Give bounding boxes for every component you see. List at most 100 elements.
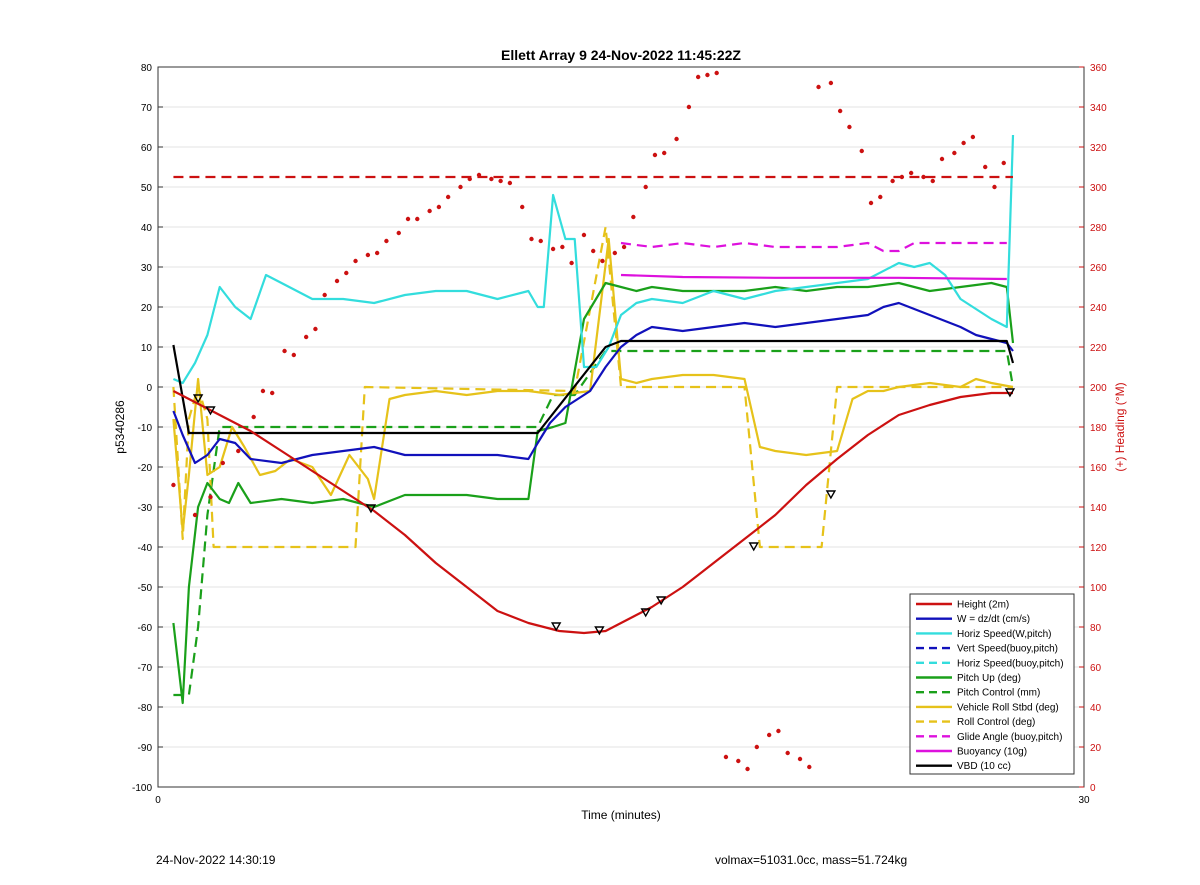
y-tick-label: -20 bbox=[138, 463, 153, 474]
heading-point bbox=[766, 732, 772, 738]
heading-point bbox=[674, 136, 679, 142]
series-line bbox=[620, 273, 1007, 281]
heading-point bbox=[705, 72, 710, 78]
legend-label: Pitch Control (mm) bbox=[957, 688, 1040, 699]
heading-point bbox=[785, 750, 790, 756]
legend-label: VBD (10 cc) bbox=[957, 761, 1011, 772]
y-tick-label: -60 bbox=[138, 623, 153, 634]
heading-point bbox=[260, 388, 266, 394]
heading-point bbox=[652, 152, 658, 158]
y2-tick-label: 40 bbox=[1090, 703, 1102, 714]
y2-tick-label: 0 bbox=[1090, 783, 1096, 794]
heading-point bbox=[282, 348, 287, 354]
y-axis-label: p5340286 bbox=[113, 400, 127, 454]
height-marker bbox=[594, 626, 605, 636]
y-tick-label: 60 bbox=[141, 143, 153, 154]
y2-tick-label: 360 bbox=[1090, 63, 1107, 74]
legend-label: Horiz Speed(buoy,pitch) bbox=[957, 658, 1064, 669]
legend-label: Horiz Speed(W,pitch) bbox=[957, 629, 1051, 640]
heading-point bbox=[384, 238, 389, 244]
heading-point bbox=[591, 248, 596, 254]
heading-point bbox=[714, 70, 719, 76]
heading-point bbox=[662, 150, 667, 156]
series-line bbox=[172, 301, 1014, 465]
heading-point bbox=[236, 448, 241, 454]
heading-point bbox=[498, 178, 503, 184]
heading-point bbox=[436, 204, 442, 210]
heading-point bbox=[723, 754, 729, 760]
heading-point bbox=[600, 258, 605, 264]
height-marker bbox=[1004, 388, 1016, 398]
legend-label: Buoyancy (10g) bbox=[957, 747, 1027, 758]
heading-point bbox=[405, 216, 411, 222]
height-marker bbox=[205, 406, 216, 416]
heading-point bbox=[992, 184, 997, 190]
y-tick-label: 30 bbox=[141, 263, 153, 274]
heading-point bbox=[334, 278, 340, 284]
y-tick-label: 20 bbox=[141, 303, 153, 314]
legend: Height (2m) W = dz/dt (cm/s) Horiz Speed(W… bbox=[909, 593, 1075, 775]
y-tick-label: -90 bbox=[138, 743, 153, 754]
y2-tick-label: 240 bbox=[1090, 303, 1107, 314]
footer-info: volmax=51031.0cc, mass=51.724kg bbox=[715, 853, 908, 867]
y2-tick-label: 280 bbox=[1090, 223, 1107, 234]
heading-point bbox=[837, 108, 843, 114]
heading-point bbox=[538, 238, 543, 244]
heading-point bbox=[476, 172, 482, 178]
heading-point bbox=[374, 250, 380, 256]
x-tick-label: 30 bbox=[1078, 795, 1090, 806]
right-axis-ticks: 3603403203002802602402202001801601401201… bbox=[1079, 63, 1107, 794]
series-line bbox=[620, 241, 1007, 253]
legend-label: Glide Angle (buoy,pitch) bbox=[957, 732, 1062, 743]
y-tick-label: 80 bbox=[141, 63, 153, 74]
height-marker bbox=[192, 394, 204, 404]
legend-label: Roll Control (deg) bbox=[957, 717, 1035, 728]
y-tick-label: -40 bbox=[138, 543, 153, 554]
y2-tick-label: 80 bbox=[1090, 623, 1102, 634]
heading-point bbox=[251, 414, 256, 420]
heading-point bbox=[631, 214, 636, 220]
heading-point bbox=[983, 164, 988, 170]
y2-tick-label: 180 bbox=[1090, 423, 1107, 434]
legend-label: Vert Speed(buoy,pitch) bbox=[957, 644, 1058, 655]
heading-point bbox=[270, 390, 275, 396]
height-marker bbox=[365, 504, 377, 514]
legend-label: Vehicle Roll Stbd (deg) bbox=[957, 702, 1059, 713]
y2-tick-label: 200 bbox=[1090, 383, 1107, 394]
heading-point bbox=[643, 184, 648, 190]
y2-tick-label: 160 bbox=[1090, 463, 1107, 474]
y2-tick-label: 60 bbox=[1090, 663, 1102, 674]
heading-point bbox=[322, 292, 327, 298]
y2-tick-label: 100 bbox=[1090, 583, 1107, 594]
heading-point bbox=[847, 124, 852, 130]
heading-point bbox=[353, 258, 358, 264]
heading-point bbox=[899, 174, 905, 180]
heading-point bbox=[303, 334, 309, 340]
heading-point bbox=[581, 232, 587, 238]
footer-timestamp: 24-Nov-2022 14:30:19 bbox=[156, 853, 276, 867]
heading-point bbox=[458, 184, 463, 190]
y-tick-label: -100 bbox=[132, 783, 152, 794]
heading-point bbox=[736, 758, 741, 764]
y2-tick-label: 340 bbox=[1090, 103, 1107, 114]
y-tick-label: 50 bbox=[141, 183, 153, 194]
heading-point bbox=[520, 204, 525, 210]
legend-label: Height (2m) bbox=[957, 600, 1009, 611]
heading-point bbox=[745, 766, 750, 772]
y-tick-label: 40 bbox=[141, 223, 153, 234]
heading-point bbox=[467, 176, 472, 182]
heading-point bbox=[754, 744, 760, 750]
heading-point bbox=[816, 84, 821, 90]
series-line bbox=[172, 390, 1013, 635]
y-tick-label: 70 bbox=[141, 103, 153, 114]
heading-point bbox=[930, 178, 935, 184]
y-tick-label: -30 bbox=[138, 503, 153, 514]
y2-tick-label: 220 bbox=[1090, 343, 1107, 354]
heading-point bbox=[695, 74, 701, 80]
heading-point bbox=[427, 208, 432, 214]
heading-point bbox=[1001, 160, 1006, 166]
series-line bbox=[172, 339, 1015, 435]
chart-title: Ellett Array 9 24-Nov-2022 11:45:22Z bbox=[501, 47, 741, 63]
heading-point bbox=[797, 756, 803, 762]
